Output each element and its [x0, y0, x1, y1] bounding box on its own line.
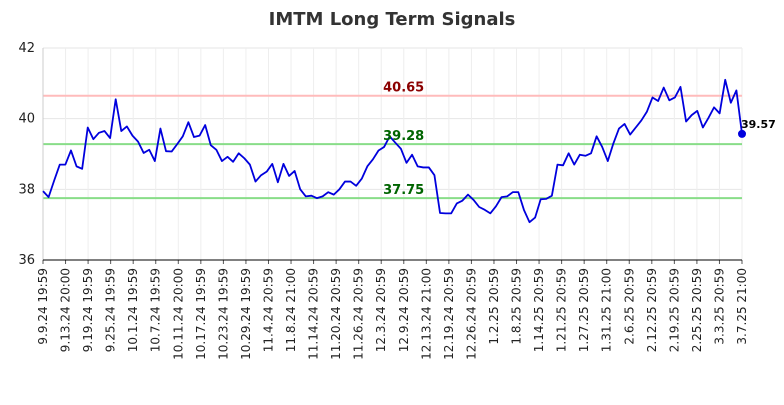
axes: 36 38 40 42 9.9.24 19:59 9.13.24 20:00 9.19.24…	[18, 41, 749, 360]
signal-level-label: 39.28	[383, 129, 424, 144]
x-tick-label: 11.26.24 20:59	[352, 268, 366, 360]
x-tick-label: 2.6.25 20:59	[622, 268, 636, 345]
x-tick-label: 3.3.25 20:59	[712, 268, 726, 345]
x-tick-label: 11.14.24 20:59	[307, 268, 321, 360]
x-tick-label: 10.29.24 19:59	[239, 268, 253, 360]
grid	[42, 47, 743, 261]
x-tick-label: 11.4.24 20:59	[261, 268, 275, 352]
x-tick-label: 12.19.24 20:59	[442, 268, 456, 360]
signal-level-label: 40.65	[383, 81, 424, 96]
x-tick-label: 9.13.24 20:00	[59, 268, 73, 352]
y-tick-label: 42	[18, 41, 35, 56]
x-tick-label: 10.7.24 19:59	[149, 268, 163, 352]
price-series-line	[42, 78, 743, 224]
x-tick-label: 10.17.24 19:59	[194, 268, 208, 360]
labels: 40.65 39.28 37.75 39.57	[383, 81, 776, 198]
chart-title: IMTM Long Term Signals	[269, 9, 516, 30]
x-tick-label: 1.2.25 20:59	[487, 268, 501, 345]
x-tick-label: 9.25.24 19:59	[104, 268, 118, 352]
x-tick-label: 11.8.24 21:00	[284, 268, 298, 352]
y-tick-label: 36	[18, 253, 35, 268]
x-tick-label: 9.19.24 19:59	[81, 268, 95, 352]
x-tick-label: 12.9.24 20:59	[397, 268, 411, 352]
x-tick-label: 1.8.25 20:59	[510, 268, 524, 345]
x-tick-label: 1.21.25 20:59	[555, 268, 569, 352]
y-tick-label: 38	[18, 182, 35, 197]
x-tick-label: 1.27.25 20:59	[577, 268, 591, 352]
x-tick-label: 9.9.24 19:59	[36, 268, 50, 345]
x-tick-label: 12.3.24 20:59	[374, 268, 388, 352]
x-tick-label: 10.23.24 19:59	[216, 268, 230, 360]
x-tick-label: 2.12.25 20:59	[645, 268, 659, 352]
x-tick-label: 1.31.25 21:00	[600, 268, 614, 352]
x-tick-label: 10.1.24 19:59	[126, 268, 140, 352]
x-tick-label: 11.20.24 20:59	[329, 268, 343, 360]
x-tick-label: 3.7.25 21:00	[735, 268, 749, 345]
x-tick-label: 12.13.24 21:00	[419, 268, 433, 360]
x-tick-label: 12.26.24 20:59	[464, 268, 478, 360]
x-tick-label: 2.19.25 20:59	[667, 268, 681, 352]
last-value-label: 39.57	[741, 118, 776, 131]
y-tick-label: 40	[18, 112, 35, 127]
x-tick-label: 2.25.25 20:59	[690, 268, 704, 352]
series-layer	[42, 78, 746, 224]
signal-level-label: 37.75	[383, 183, 424, 198]
signal-levels	[43, 94, 742, 200]
last-value-marker	[738, 129, 746, 138]
x-tick-label: 10.11.24 20:00	[171, 268, 185, 360]
x-tick-label: 1.14.25 20:59	[532, 268, 546, 352]
